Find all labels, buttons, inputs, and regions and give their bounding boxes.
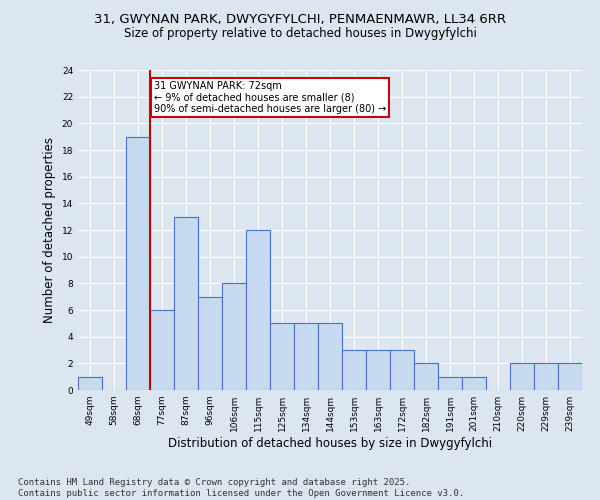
Bar (78, 376, 102, 390)
Bar (246, 230, 270, 390)
Bar (150, 310, 174, 390)
Bar (174, 216, 198, 390)
Bar (126, 136, 150, 390)
X-axis label: Distribution of detached houses by size in Dwygyfylchi: Distribution of detached houses by size … (168, 437, 492, 450)
Bar (534, 364, 558, 390)
Bar (366, 350, 390, 390)
Bar (390, 350, 414, 390)
Text: 31, GWYNAN PARK, DWYGYFYLCHI, PENMAENMAWR, LL34 6RR: 31, GWYNAN PARK, DWYGYFYLCHI, PENMAENMAW… (94, 12, 506, 26)
Bar (510, 364, 534, 390)
Bar (270, 324, 294, 390)
Text: Size of property relative to detached houses in Dwygyfylchi: Size of property relative to detached ho… (124, 28, 476, 40)
Bar (294, 324, 318, 390)
Bar (558, 364, 582, 390)
Y-axis label: Number of detached properties: Number of detached properties (43, 137, 56, 323)
Bar (318, 324, 342, 390)
Text: Contains HM Land Registry data © Crown copyright and database right 2025.
Contai: Contains HM Land Registry data © Crown c… (18, 478, 464, 498)
Bar (342, 350, 366, 390)
Bar (222, 284, 246, 390)
Bar (438, 376, 462, 390)
Bar (462, 376, 486, 390)
Bar (198, 296, 222, 390)
Text: 31 GWYNAN PARK: 72sqm
← 9% of detached houses are smaller (8)
90% of semi-detach: 31 GWYNAN PARK: 72sqm ← 9% of detached h… (154, 80, 386, 114)
Bar (414, 364, 438, 390)
